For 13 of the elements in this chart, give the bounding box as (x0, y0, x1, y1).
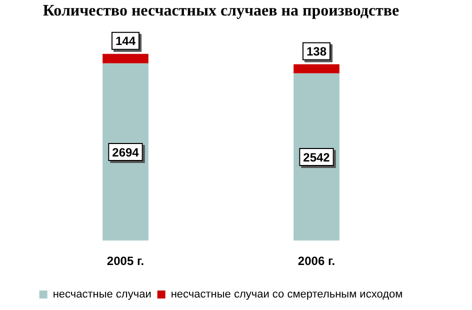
x-tick-label: 2005 г. (106, 254, 144, 268)
chart-title: Количество несчастных случаев на производстве (42, 2, 400, 20)
data-label: 138 (306, 44, 327, 59)
data-label: 2694 (112, 145, 140, 160)
data-label: 2542 (303, 150, 330, 164)
legend-label: несчастные случаи (52, 288, 152, 301)
legend-label: несчастные случаи со смертельным исходом (170, 288, 403, 301)
x-tick-label: 2006 г. (298, 254, 336, 268)
bar (294, 73, 340, 241)
bar (102, 54, 148, 64)
bar (102, 63, 148, 241)
bar (294, 64, 340, 74)
data-label: 144 (115, 34, 136, 48)
